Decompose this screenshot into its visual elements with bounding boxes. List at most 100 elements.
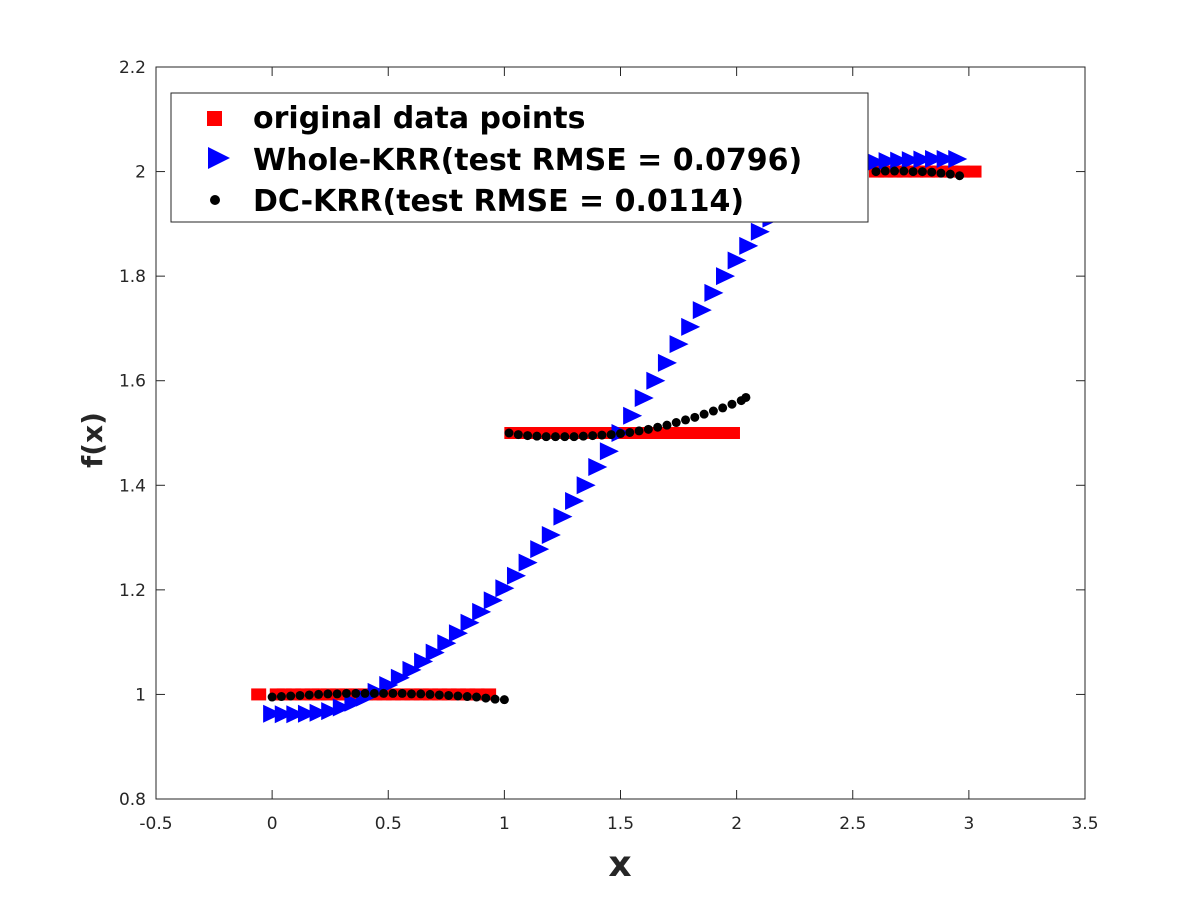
data-point (369, 688, 379, 698)
data-point (899, 166, 909, 176)
data-point (671, 418, 681, 428)
y-tick-label: 2 (135, 163, 146, 183)
data-point (948, 150, 968, 169)
data-point (495, 579, 515, 598)
data-point (966, 165, 982, 178)
data-point (646, 371, 666, 390)
data-point (553, 507, 573, 526)
data-point (713, 427, 729, 439)
data-point (727, 251, 747, 270)
y-axis-title: f(x) (76, 412, 109, 468)
data-point (692, 301, 712, 320)
data-point (462, 692, 472, 702)
data-point (901, 151, 921, 170)
data-point (634, 426, 644, 436)
legend-entry-original-data: original data points (253, 101, 585, 136)
data-point (472, 692, 482, 702)
data-point (434, 690, 444, 700)
data-point (448, 624, 468, 643)
data-point (576, 476, 596, 495)
x-tick-label: 3 (963, 814, 974, 834)
data-point (569, 432, 579, 442)
data-point (341, 688, 351, 698)
data-point (332, 698, 352, 717)
data-point (351, 688, 361, 698)
legend-entry-whole-krr: Whole-KRR(test RMSE = 0.0796) (253, 143, 802, 178)
x-tick-label: 1.5 (607, 814, 634, 834)
data-point (704, 283, 724, 302)
data-point (908, 167, 918, 177)
data-point (699, 409, 709, 419)
data-point (678, 427, 694, 439)
data-point (295, 690, 305, 700)
legend: original data points Whole-KRR(test RMSE… (170, 92, 869, 223)
data-point (925, 150, 945, 169)
data-point (481, 693, 491, 703)
data-point (890, 151, 910, 170)
data-point (643, 424, 653, 434)
data-point (274, 705, 294, 724)
data-point (414, 652, 434, 671)
data-point (681, 415, 691, 425)
x-tick-label: 0.5 (375, 814, 402, 834)
data-point (309, 703, 329, 722)
data-point (690, 427, 706, 439)
data-point (871, 167, 881, 177)
x-tick-label: 0 (267, 814, 278, 834)
data-point (666, 427, 682, 439)
data-point (739, 236, 759, 255)
data-point (314, 689, 324, 699)
data-point (669, 335, 689, 354)
data-point (936, 168, 946, 178)
data-point (460, 613, 480, 632)
data-point (927, 167, 937, 177)
data-point (251, 688, 267, 701)
data-point (890, 166, 900, 176)
data-point (578, 431, 588, 441)
data-point (425, 689, 435, 699)
data-point (379, 688, 389, 698)
data-point (504, 428, 514, 438)
data-point (388, 688, 398, 698)
series-2 (267, 166, 965, 705)
data-point (344, 693, 364, 712)
x-tick-label: 1 (499, 814, 510, 834)
data-point (945, 169, 955, 179)
data-point (390, 668, 410, 687)
data-point (727, 399, 737, 409)
data-point (263, 704, 283, 723)
data-point (506, 566, 526, 585)
legend-box (170, 92, 869, 223)
legend-dot-marker-icon (210, 195, 220, 205)
data-point (323, 689, 333, 699)
data-point (866, 153, 886, 172)
y-tick-label: 1.8 (119, 267, 146, 287)
data-point (453, 691, 463, 701)
legend-entry-dc-krr: DC-KRR(test RMSE = 0.0114) (253, 184, 744, 219)
data-point (425, 643, 445, 662)
x-axis-title: x (608, 844, 631, 885)
data-point (530, 540, 550, 559)
data-point (880, 166, 890, 176)
data-point (332, 689, 342, 699)
x-tick-label: 2 (731, 814, 742, 834)
data-point (267, 692, 277, 702)
y-tick-label: 1.4 (119, 476, 146, 496)
data-point (397, 688, 407, 698)
data-point (523, 431, 533, 441)
data-point (724, 427, 740, 439)
data-point (625, 427, 635, 437)
data-point (541, 525, 561, 544)
legend-triangle-marker-icon (208, 147, 230, 169)
data-point (444, 690, 454, 700)
data-point (718, 403, 728, 413)
legend-square-marker-icon (207, 111, 222, 126)
data-point (297, 704, 317, 723)
data-point (402, 660, 422, 679)
data-point (437, 634, 457, 653)
data-point (741, 392, 751, 402)
data-point (606, 430, 616, 440)
y-tick-label: 1 (135, 685, 146, 705)
data-point (286, 705, 306, 724)
